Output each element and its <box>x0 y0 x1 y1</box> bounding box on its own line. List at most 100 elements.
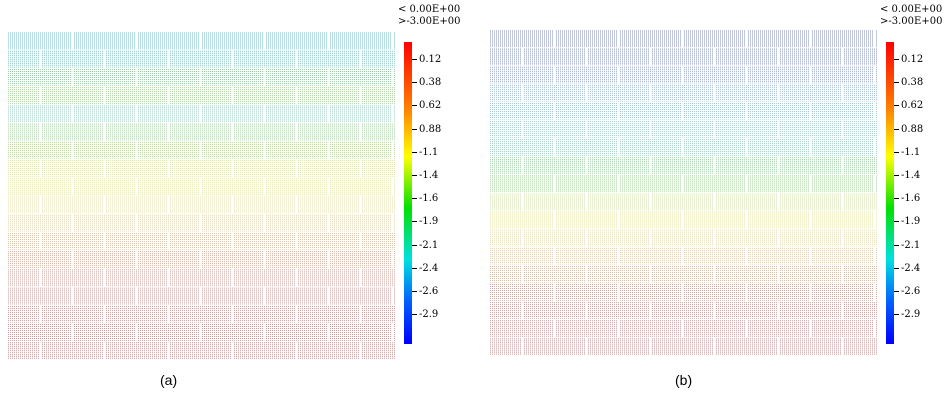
mortar-joint <box>199 68 201 87</box>
mortar-joint <box>263 250 265 269</box>
mortar-joint <box>391 32 393 51</box>
mortar-bed <box>8 85 396 87</box>
mortar-bed <box>8 140 396 142</box>
mortar-joint <box>553 174 555 193</box>
mortar-joint <box>617 319 619 338</box>
mortar-joint <box>681 102 683 121</box>
mortar-joint <box>681 319 683 338</box>
mortar-joint <box>585 229 587 248</box>
brick-row <box>8 50 396 69</box>
mortar-joint <box>873 319 875 338</box>
mortar-joint <box>327 177 329 196</box>
mortar-joint <box>713 48 715 67</box>
mortar-joint <box>585 48 587 67</box>
brick-row <box>8 86 396 105</box>
mortar-joint <box>295 50 297 69</box>
mortar-joint <box>713 337 715 356</box>
mortar-joint <box>521 48 523 67</box>
mortar-joint <box>873 102 875 121</box>
legend-max-label: < 0.00E+00 <box>398 4 461 15</box>
mortar-bed <box>8 249 396 251</box>
mortar-joint <box>713 120 715 139</box>
brick-row <box>490 48 878 67</box>
mortar-joint <box>745 30 747 49</box>
tick-value: -2.4 <box>901 262 921 274</box>
mortar-joint <box>103 159 105 178</box>
colorbar-tick-label: -2.9 <box>894 310 920 320</box>
mortar-bed <box>490 264 878 266</box>
legend-min-label: >-3.00E+00 <box>880 16 943 27</box>
mortar-joint <box>777 337 779 356</box>
legend-header-a: < 0.00E+00 >-3.00E+00 <box>398 4 460 28</box>
mortar-joint <box>135 68 137 87</box>
brick-row <box>490 337 878 356</box>
mortar-joint <box>841 193 843 212</box>
mortar-joint <box>841 301 843 320</box>
mortar-joint <box>777 301 779 320</box>
mortar-joint <box>71 68 73 87</box>
mortar-joint <box>167 341 169 360</box>
mortar-joint <box>777 84 779 103</box>
mortar-bed <box>490 246 878 248</box>
brick-row <box>490 138 878 157</box>
mortar-joint <box>649 337 651 356</box>
mortar-joint <box>263 68 265 87</box>
tick-mark <box>412 314 417 316</box>
mortar-joint <box>103 232 105 251</box>
brick-row <box>8 141 396 160</box>
contour-svg-b <box>490 30 878 356</box>
mortar-joint <box>521 229 523 248</box>
mortar-joint <box>617 174 619 193</box>
mortar-bed <box>8 304 396 306</box>
mortar-joint <box>745 66 747 85</box>
mortar-joint <box>167 159 169 178</box>
mortar-joint <box>39 341 41 360</box>
tick-value: 0.12 <box>901 54 924 65</box>
mortar-joint <box>167 86 169 105</box>
caption-a: (a) <box>160 372 178 388</box>
tick-value: 0.12 <box>419 54 442 65</box>
mortar-joint <box>135 250 137 269</box>
mortar-joint <box>617 283 619 302</box>
mortar-bed <box>8 49 396 51</box>
mortar-bed <box>490 137 878 139</box>
mortar-joint <box>841 337 843 356</box>
tick-value: 0.62 <box>901 100 924 112</box>
mortar-bed <box>490 101 878 103</box>
mortar-joint <box>809 283 811 302</box>
mortar-joint <box>553 66 555 85</box>
mortar-joint <box>39 86 41 105</box>
colorbar-tick-label: -1.9 <box>412 217 438 227</box>
mortar-joint <box>103 196 105 215</box>
mortar-bed <box>490 192 878 193</box>
mortar-joint <box>649 265 651 284</box>
mortar-joint <box>809 247 811 266</box>
mortar-bed <box>8 286 396 288</box>
mortar-joint <box>745 319 747 338</box>
colorbar-tick-label: -1.9 <box>894 217 920 227</box>
mortar-bed <box>8 176 396 178</box>
mortar-joint <box>777 156 779 175</box>
mortar-joint <box>359 305 361 324</box>
mortar-joint <box>391 68 393 87</box>
colorbar-tick-label: -1.4 <box>894 171 920 181</box>
colorbar-b <box>886 42 894 344</box>
mortar-joint <box>71 287 73 306</box>
mortar-joint <box>617 102 619 121</box>
legend-min-label: >-3.00E+00 <box>398 16 461 27</box>
tick-value: 0.62 <box>419 100 442 112</box>
mortar-joint <box>873 247 875 266</box>
mortar-joint <box>263 323 265 342</box>
tick-mark <box>412 59 417 60</box>
colorbar-tick-label: 0.88 <box>894 124 923 135</box>
mortar-joint <box>199 250 201 269</box>
mortar-joint <box>617 138 619 157</box>
tick-mark <box>894 221 899 223</box>
mortar-joint <box>199 32 201 51</box>
mortar-joint <box>295 159 297 178</box>
mortar-bed <box>490 210 878 212</box>
mortar-joint <box>359 86 361 105</box>
mortar-joint <box>553 319 555 338</box>
colorbar-tick-label: -2.6 <box>412 287 438 297</box>
mortar-joint <box>39 50 41 69</box>
